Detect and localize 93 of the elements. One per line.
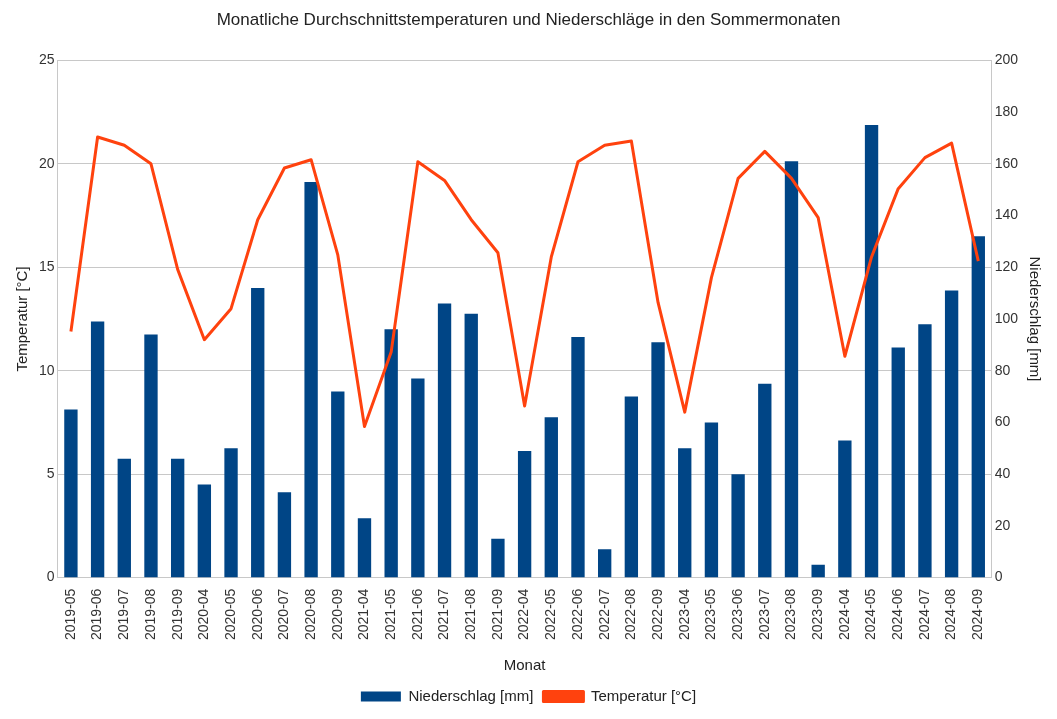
x-tick-label: 2020-07 xyxy=(275,588,292,641)
bar xyxy=(277,492,292,578)
legend-label: Temperatur [°C] xyxy=(590,686,697,704)
bar xyxy=(704,422,719,578)
bar xyxy=(784,161,799,578)
x-tick-label: 2022-05 xyxy=(542,588,559,641)
x-tick-label: 2024-05 xyxy=(862,588,879,641)
y2-tick-label: 60 xyxy=(994,413,1011,430)
y2-tick-label: 20 xyxy=(994,516,1011,533)
bar xyxy=(624,396,639,578)
bar xyxy=(197,484,212,578)
x-tick-label: 2019-05 xyxy=(61,588,78,641)
bar xyxy=(864,125,879,578)
x-tick-label: 2024-06 xyxy=(889,588,906,641)
y-tick-label: 20 xyxy=(38,154,55,171)
bar xyxy=(90,321,105,578)
x-tick-label: 2022-09 xyxy=(648,588,665,641)
x-tick-label: 2024-08 xyxy=(942,588,959,641)
bar xyxy=(357,518,372,578)
x-tick-label: 2024-09 xyxy=(969,588,986,641)
bar xyxy=(971,236,985,578)
bar xyxy=(944,290,959,578)
x-tick-label: 2019-06 xyxy=(88,588,105,641)
y2-tick-label: 100 xyxy=(994,309,1019,326)
y2-tick-label: 120 xyxy=(994,258,1019,275)
x-tick-label: 2023-09 xyxy=(809,588,826,641)
y-tick-label: 15 xyxy=(38,258,55,275)
bar xyxy=(651,342,665,578)
x-tick-label: 2021-08 xyxy=(462,588,479,641)
x-tick-label: 2020-08 xyxy=(301,588,318,641)
x-tick-label: 2024-07 xyxy=(915,588,932,641)
bar xyxy=(171,458,185,578)
x-tick-label: 2022-04 xyxy=(515,588,532,641)
x-tick-label: 2020-05 xyxy=(221,588,238,641)
x-tick-label: 2023-05 xyxy=(702,588,719,641)
y2-tick-label: 0 xyxy=(994,568,1003,585)
x-tick-label: 2024-04 xyxy=(835,588,852,641)
bar xyxy=(144,334,158,578)
y-tick-label: 0 xyxy=(46,568,55,585)
x-tick-label: 2021-09 xyxy=(488,588,505,641)
x-tick-label: 2022-06 xyxy=(568,588,585,641)
x-tick-label: 2021-07 xyxy=(435,588,452,641)
bar xyxy=(411,378,425,578)
x-axis-title: Monat xyxy=(503,656,547,674)
y2-axis-title: Niederschlag [mm] xyxy=(1026,256,1044,382)
y2-tick-label: 80 xyxy=(994,361,1011,378)
bar xyxy=(731,474,745,578)
bar xyxy=(64,409,78,578)
bar xyxy=(384,329,398,578)
bar xyxy=(251,287,265,578)
bar xyxy=(598,549,612,578)
x-tick-label: 2023-06 xyxy=(728,588,745,641)
y2-tick-label: 40 xyxy=(994,465,1011,482)
y-tick-label: 5 xyxy=(46,465,55,482)
bar xyxy=(117,458,131,578)
x-tick-label: 2021-06 xyxy=(408,588,425,641)
bar xyxy=(331,391,345,578)
x-tick-label: 2019-07 xyxy=(115,588,132,641)
bar xyxy=(571,337,585,578)
bar xyxy=(544,417,558,578)
y-axis-title: Temperatur [°C] xyxy=(13,266,31,372)
y2-tick-label: 140 xyxy=(994,206,1019,223)
x-tick-label: 2020-06 xyxy=(248,588,265,641)
bar xyxy=(918,324,932,578)
x-tick-label: 2021-04 xyxy=(355,588,372,641)
bar xyxy=(304,181,318,578)
y2-tick-label: 200 xyxy=(994,51,1019,68)
y2-tick-label: 180 xyxy=(994,102,1019,119)
bar xyxy=(838,440,852,578)
bar xyxy=(491,538,505,578)
x-tick-label: 2023-04 xyxy=(675,588,692,641)
bar xyxy=(517,450,532,578)
bar xyxy=(464,313,478,578)
legend-label: Niederschlag [mm] xyxy=(408,686,534,704)
y2-tick-label: 160 xyxy=(994,154,1019,171)
x-tick-label: 2023-08 xyxy=(782,588,799,641)
x-tick-label: 2022-07 xyxy=(595,588,612,641)
bar xyxy=(437,303,452,578)
x-tick-label: 2019-09 xyxy=(168,588,185,641)
x-tick-label: 2020-09 xyxy=(328,588,345,641)
bar xyxy=(758,383,772,578)
y-tick-label: 25 xyxy=(38,51,55,68)
x-tick-label: 2019-08 xyxy=(141,588,158,641)
x-tick-label: 2020-04 xyxy=(195,588,212,641)
bar xyxy=(891,347,905,578)
bar xyxy=(224,448,238,578)
chart-title: Monatliche Durchschnittstemperaturen und Niederschläge in den Sommermonaten xyxy=(216,9,841,29)
bar xyxy=(678,448,692,578)
bar xyxy=(811,564,825,578)
x-tick-label: 2022-08 xyxy=(622,588,639,641)
x-tick-label: 2023-07 xyxy=(755,588,772,641)
y-tick-label: 10 xyxy=(38,361,55,378)
x-tick-label: 2021-05 xyxy=(382,588,399,641)
